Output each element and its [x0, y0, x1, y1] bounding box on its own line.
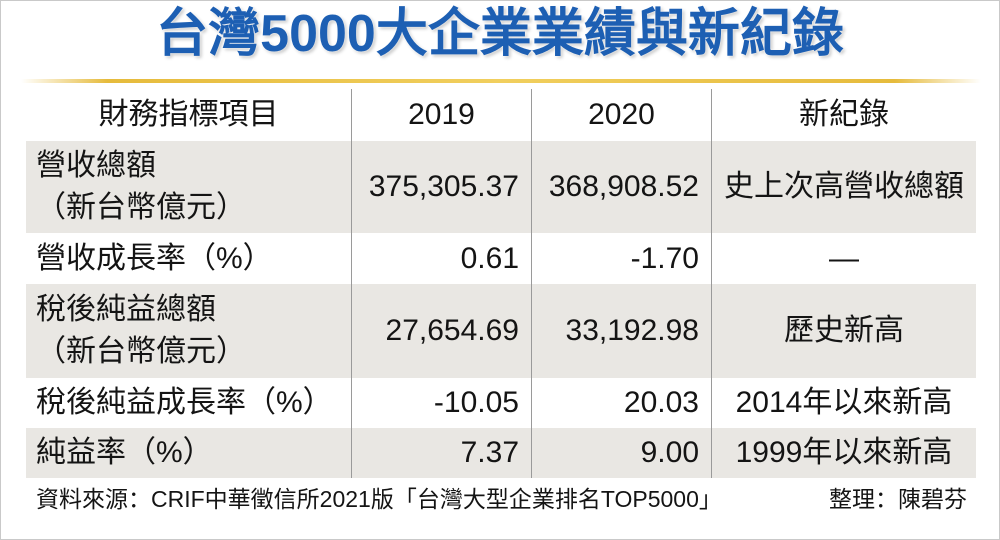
record-note: 史上次高營收總額 — [711, 141, 976, 233]
value-2020: 368,908.52 — [531, 141, 711, 233]
row-label: 純益率（%） — [36, 436, 213, 469]
row-label-text: 稅後純益總額 — [36, 293, 216, 326]
column-header-2019: 2019 — [351, 89, 531, 141]
record-note: 2014年以來新高 — [711, 378, 976, 428]
row-label-unit: （新台幣億元） — [36, 191, 246, 224]
table-row: 稅後純益總額 （新台幣億元） 27,654.69 33,192.98 歷史新高 — [26, 284, 976, 378]
value-2019: -10.05 — [351, 378, 531, 428]
row-label: 營收成長率（%） — [36, 241, 273, 275]
value-2019: 375,305.37 — [351, 141, 531, 233]
footer: 資料來源：CRIF中華徵信所2021版「台灣大型企業排名TOP5000」 整理：… — [36, 485, 967, 513]
table-row: 稅後純益成長率（%） -10.05 20.03 2014年以來新高 — [26, 378, 976, 428]
table-row: 純益率（%） 7.37 9.00 1999年以來新高 — [26, 428, 976, 478]
value-2019: 0.61 — [351, 233, 531, 284]
value-2020: 33,192.98 — [531, 284, 711, 378]
record-note: — — [711, 233, 976, 284]
row-label: 稅後純益成長率（%） — [36, 386, 333, 419]
table-row: 營收總額 （新台幣億元） 375,305.37 368,908.52 史上次高營… — [26, 141, 976, 233]
infographic-title: 台灣5000大企業業績與新紀錄 — [156, 5, 844, 63]
record-note: 1999年以來新高 — [711, 428, 976, 478]
record-note: 歷史新高 — [711, 284, 976, 378]
data-table: 財務指標項目 2019 2020 新紀錄 營收總額 （新台幣億元） 375,30… — [26, 89, 976, 478]
column-header-metric: 財務指標項目 — [98, 98, 279, 131]
row-label: 稅後純益總額 （新台幣億元） — [26, 284, 351, 378]
table-header-row: 財務指標項目 2019 2020 新紀錄 — [26, 89, 976, 141]
value-2020: 9.00 — [531, 428, 711, 478]
editor-credit: 整理：陳碧芬 — [829, 486, 967, 512]
column-header-record: 新紀錄 — [711, 89, 976, 141]
value-2020: 20.03 — [531, 378, 711, 428]
value-2019: 27,654.69 — [351, 284, 531, 378]
row-label: 營收總額 （新台幣億元） — [26, 141, 351, 233]
table-row: 營收成長率（%） 0.61 -1.70 — — [26, 233, 976, 284]
source-note: 資料來源：CRIF中華徵信所2021版「台灣大型企業排名TOP5000」 — [36, 486, 722, 512]
row-label-unit: （新台幣億元） — [36, 335, 246, 368]
column-header-2020: 2020 — [531, 89, 711, 141]
title-underline — [21, 79, 981, 83]
row-label-text: 營收總額 — [36, 149, 156, 182]
value-2020: -1.70 — [531, 233, 711, 284]
value-2019: 7.37 — [351, 428, 531, 478]
